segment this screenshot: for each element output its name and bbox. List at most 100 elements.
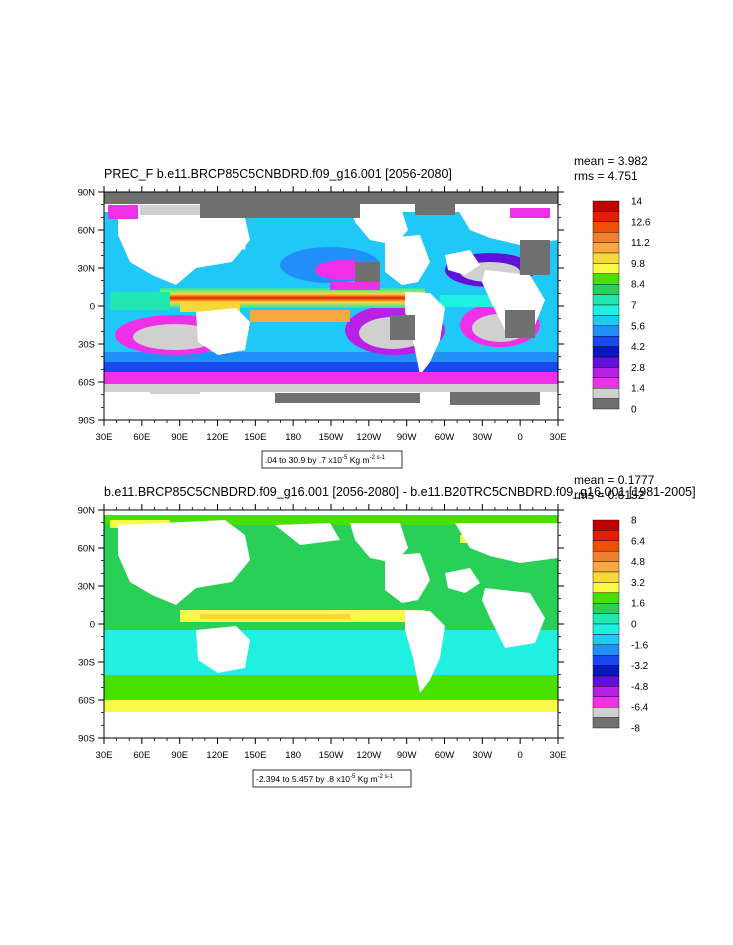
colorbar-swatch	[592, 377, 620, 389]
panel-2-mean: mean = 0.1777	[574, 473, 655, 487]
panel-1-rms: rms = 4.751	[574, 169, 638, 183]
colorbar-swatch	[592, 623, 620, 635]
lat-label: 30S	[78, 658, 95, 669]
lon-label: 150E	[244, 750, 266, 761]
colorbar-swatch	[592, 686, 620, 698]
colorbar-swatch	[592, 707, 620, 718]
lon-label: 90E	[171, 432, 188, 443]
colorbar-swatch	[592, 221, 620, 233]
colorbar-swatch	[592, 675, 620, 687]
lat-label: 0	[90, 620, 95, 631]
colorbar-swatch	[592, 242, 620, 254]
colorbar-label: -3.2	[631, 661, 649, 672]
colorbar-swatch	[592, 561, 620, 573]
colorbar-2: 8 6.4 4.8 3.2 1.6 0 -1.6 -3.2 -4.8 -6.4 -8	[592, 516, 649, 735]
lat-label: 30S	[78, 340, 95, 351]
info-text-1: .04 to 30.9 by .7 x10-5 Kg m-2 s-1	[265, 455, 386, 465]
panel-2-rms: rms = 0.6152	[574, 488, 645, 502]
colorbar-label: 1.6	[631, 599, 645, 610]
colorbar-swatch	[592, 634, 620, 646]
colorbar-label: 12.6	[631, 217, 651, 228]
colorbar-swatch	[592, 655, 620, 666]
colorbar-swatch	[592, 717, 620, 729]
panel-1: PREC_F b.e11.BRCP85C5CNBDRD.f09_g16.001 …	[78, 154, 651, 469]
colorbar-swatch	[592, 325, 620, 337]
lon-label: 60E	[133, 750, 150, 761]
lon-label: 30E	[550, 750, 567, 761]
lon-label: 60W	[435, 750, 455, 761]
colorbar-swatch	[592, 200, 620, 212]
colorbar-swatch	[592, 231, 620, 243]
colorbar-label: 9.8	[631, 259, 645, 270]
lon-label: 180	[285, 432, 301, 443]
lat-label: 60N	[78, 226, 96, 237]
colorbar-1: 14 12.6 11.2 9.8 8.4 7 5.6 4.2 2.8 1.4 0	[592, 197, 651, 416]
lon-label: 120E	[206, 750, 228, 761]
panel-2-title: b.e11.BRCP85C5CNBDRD.f09_g16.001 [2056-2…	[104, 485, 696, 499]
colorbar-swatch	[592, 273, 620, 285]
panel-1-title: PREC_F b.e11.BRCP85C5CNBDRD.f09_g16.001 …	[104, 167, 452, 181]
lon-label: 60E	[133, 432, 150, 443]
colorbar-swatch	[592, 551, 620, 562]
lon-label: 90W	[397, 432, 417, 443]
colorbar-swatch	[592, 582, 620, 594]
colorbar-label: -1.6	[631, 640, 649, 651]
lon-label: 90E	[171, 750, 188, 761]
lon-label: 180	[285, 750, 301, 761]
colorbar-label: 3.2	[631, 578, 645, 589]
colorbar-swatch	[592, 519, 620, 531]
colorbar-label: 1.4	[631, 384, 645, 395]
colorbar-label: 0	[631, 620, 637, 631]
lat-label: 60S	[78, 696, 95, 707]
colorbar-swatch	[592, 571, 620, 583]
lon-label: 150W	[319, 432, 344, 443]
lon-label: 90W	[397, 750, 417, 761]
lon-label: 150W	[319, 750, 344, 761]
map-field-1	[104, 192, 558, 420]
colorbar-swatch	[592, 388, 620, 399]
colorbar-swatch	[592, 211, 620, 222]
colorbar-swatch	[592, 263, 620, 274]
colorbar-swatch	[592, 644, 620, 656]
colorbar-label: 7	[631, 301, 637, 312]
colorbar-swatch	[592, 315, 620, 326]
colorbar-swatch	[592, 540, 620, 552]
lon-label: 0	[518, 432, 523, 443]
colorbar-swatch	[592, 592, 620, 604]
colorbar-swatch	[592, 304, 620, 316]
lat-label: 90S	[78, 734, 95, 745]
lat-label: 60S	[78, 378, 95, 389]
info-text-2: -2.394 to 5.457 by .8 x10-5 Kg m-2 s-1	[256, 774, 394, 784]
colorbar-swatch	[592, 613, 620, 625]
lat-label: 90N	[78, 506, 96, 517]
colorbar-swatch	[592, 665, 620, 677]
lon-label: 30E	[96, 750, 113, 761]
colorbar-swatch	[592, 398, 620, 410]
lon-label: 30W	[473, 432, 493, 443]
lat-label: 30N	[78, 264, 96, 275]
colorbar-swatch	[592, 367, 620, 378]
colorbar-label: 8	[631, 516, 637, 527]
colorbar-swatch	[592, 530, 620, 542]
info-box-1	[261, 450, 403, 469]
colorbar-label: 11.2	[631, 238, 650, 249]
lon-label: 120E	[206, 432, 228, 443]
lat-label: 90S	[78, 416, 95, 427]
info-box-2	[252, 769, 412, 788]
map-field-2	[104, 510, 558, 738]
lon-label: 60W	[435, 432, 455, 443]
colorbar-label: -4.8	[631, 682, 649, 693]
lon-label: 30E	[550, 432, 567, 443]
lat-label: 90N	[78, 188, 96, 199]
lat-label: 60N	[78, 544, 96, 555]
colorbar-swatch	[592, 252, 620, 264]
colorbar-label: 4.8	[631, 557, 645, 568]
colorbar-label: 5.6	[631, 321, 645, 332]
colorbar-label: 6.4	[631, 536, 645, 547]
colorbar-label: 8.4	[631, 280, 645, 291]
lon-label: 0	[518, 750, 523, 761]
colorbar-swatch	[592, 336, 620, 347]
